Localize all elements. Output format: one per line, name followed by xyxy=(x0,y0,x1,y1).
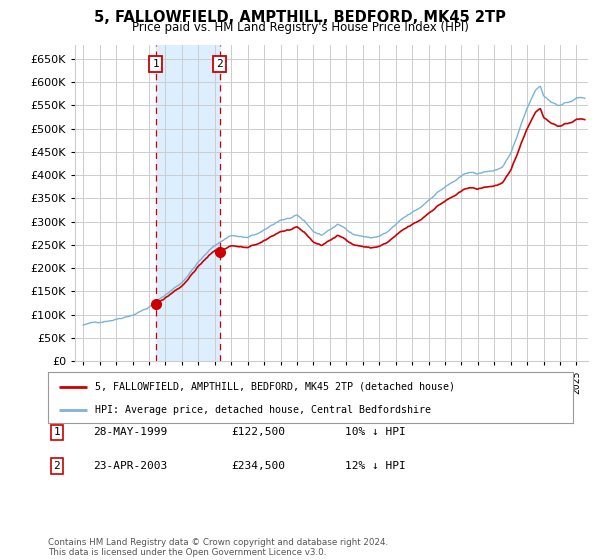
Text: 2: 2 xyxy=(217,59,223,69)
Text: Contains HM Land Registry data © Crown copyright and database right 2024.
This d: Contains HM Land Registry data © Crown c… xyxy=(48,538,388,557)
Text: 28-MAY-1999: 28-MAY-1999 xyxy=(93,427,167,437)
Text: 5, FALLOWFIELD, AMPTHILL, BEDFORD, MK45 2TP (detached house): 5, FALLOWFIELD, AMPTHILL, BEDFORD, MK45 … xyxy=(95,381,455,391)
Text: Price paid vs. HM Land Registry's House Price Index (HPI): Price paid vs. HM Land Registry's House … xyxy=(131,21,469,34)
Text: £122,500: £122,500 xyxy=(231,427,285,437)
Text: 12% ↓ HPI: 12% ↓ HPI xyxy=(345,461,406,471)
Text: 1: 1 xyxy=(152,59,159,69)
Text: 5, FALLOWFIELD, AMPTHILL, BEDFORD, MK45 2TP: 5, FALLOWFIELD, AMPTHILL, BEDFORD, MK45 … xyxy=(94,10,506,25)
Text: 23-APR-2003: 23-APR-2003 xyxy=(93,461,167,471)
Text: HPI: Average price, detached house, Central Bedfordshire: HPI: Average price, detached house, Cent… xyxy=(95,405,431,415)
Text: 1: 1 xyxy=(53,427,61,437)
Text: £234,500: £234,500 xyxy=(231,461,285,471)
Text: 10% ↓ HPI: 10% ↓ HPI xyxy=(345,427,406,437)
Text: 2: 2 xyxy=(53,461,61,471)
Bar xyxy=(156,45,220,361)
